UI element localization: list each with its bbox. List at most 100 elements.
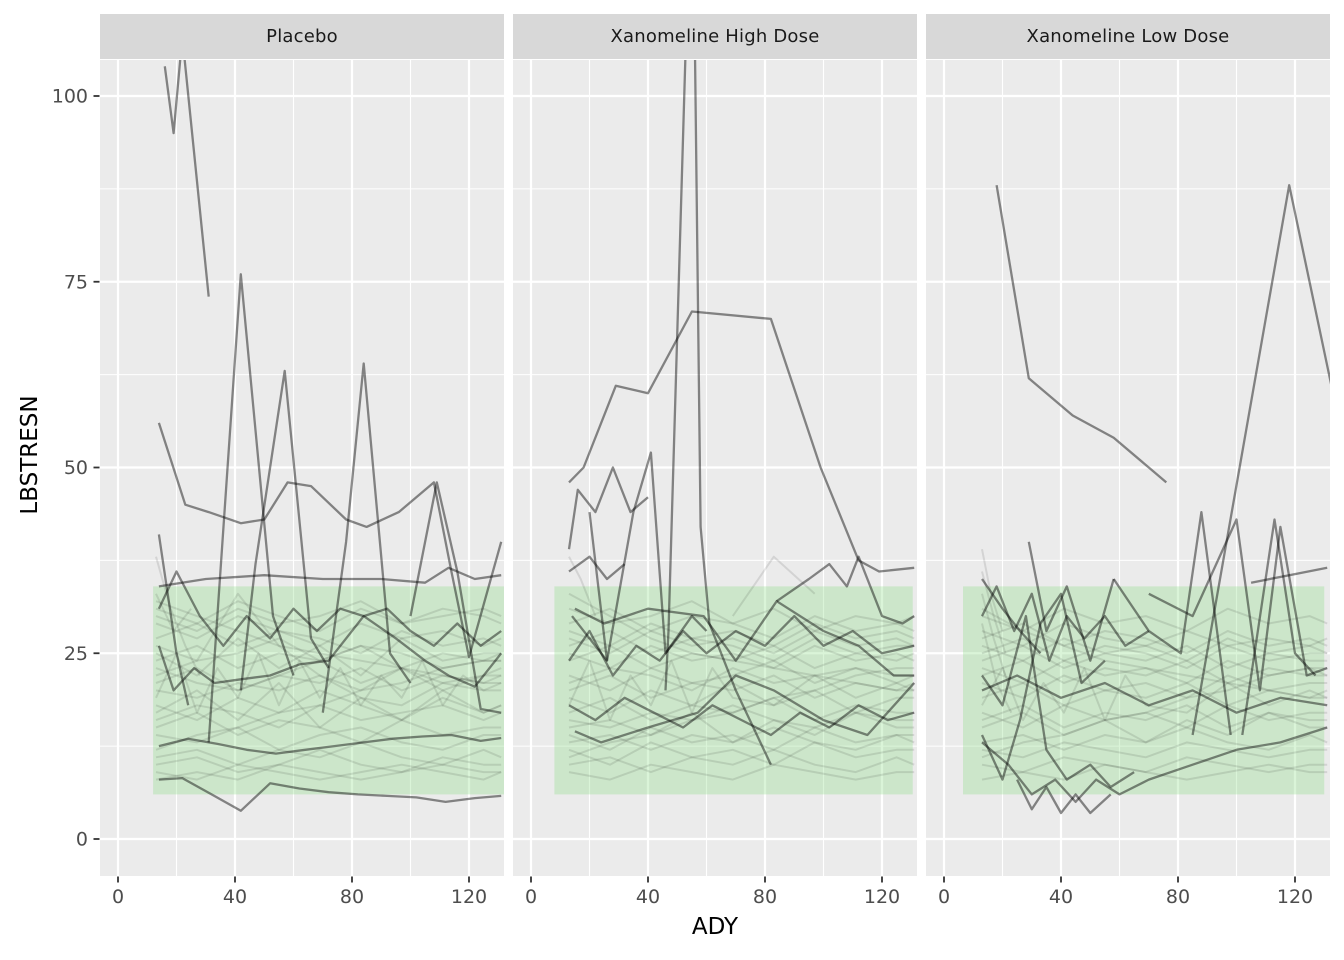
subject-line-faint (155, 682, 502, 729)
subject-line-faint (568, 630, 915, 655)
subject-line-faint (568, 630, 915, 662)
x-tick-label: 120 (1277, 886, 1313, 908)
subject-line-faint (155, 600, 502, 684)
subject-line-faint (568, 592, 915, 692)
y-tick-label: 75 (64, 271, 88, 293)
subject-line-dark (568, 555, 626, 581)
subject-line-faint (568, 674, 915, 699)
subject-line-faint (568, 741, 915, 766)
subject-line-dark (1241, 518, 1317, 736)
subject-line-dark (158, 776, 502, 812)
subject-line-faint (155, 592, 502, 692)
subject-line-dark (981, 674, 1328, 714)
facet-strip-label: Xanomeline Low Dose (1026, 26, 1230, 47)
subject-line-dark (588, 511, 609, 661)
subject-line-faint (568, 659, 915, 692)
x-tick-label: 80 (753, 886, 777, 908)
y-tick-label: 50 (64, 457, 88, 479)
subject-line-dark (980, 585, 1150, 662)
subject-line-faint (981, 682, 1328, 707)
subject-line-faint (981, 549, 1004, 632)
subject-line-faint (568, 711, 915, 744)
subject-line-faint (155, 659, 502, 692)
subject-line-faint (155, 748, 502, 774)
subject-line-faint (731, 555, 816, 617)
subject-line-faint (981, 644, 1328, 670)
subject-line-faint (568, 622, 915, 647)
subject-line-faint (981, 637, 1328, 662)
subject-line-faint (568, 763, 915, 781)
facet-strip-placebo: Placebo (100, 14, 504, 59)
x-tick-label: 0 (938, 886, 950, 908)
subject-line-faint (568, 726, 915, 751)
x-tick-label: 80 (340, 886, 364, 908)
panel-0 (100, 60, 504, 876)
subject-line-dark (567, 466, 649, 550)
subject-line-faint (981, 741, 1328, 759)
subject-line-dark (157, 614, 503, 692)
subject-line-faint (981, 607, 1328, 699)
subject-line-faint (568, 696, 915, 722)
subject-line-dark (981, 726, 1328, 804)
subject-line-faint (155, 741, 502, 766)
subject-line-faint (981, 571, 1007, 654)
subject-line-faint (981, 637, 1328, 670)
x-tick-label: 120 (451, 886, 487, 908)
subject-line-faint (981, 667, 1328, 759)
x-tick-label: 0 (112, 886, 124, 908)
subject-line-faint (568, 644, 915, 670)
subject-line-faint (155, 637, 502, 670)
subject-line-dark (409, 481, 502, 714)
subject-line-faint (155, 674, 502, 707)
subject-line-faint (568, 644, 915, 670)
panel-2 (926, 60, 1330, 876)
subject-line-faint (155, 622, 502, 655)
subject-line-dark (1027, 541, 1115, 662)
subject-line-faint (155, 615, 502, 647)
subject-line-faint (155, 689, 502, 722)
subject-line-faint (155, 556, 201, 676)
subject-line-dark (1016, 779, 1112, 815)
subject-line-dark (1250, 566, 1328, 584)
subject-line-dark (571, 451, 708, 662)
facet-strip-label: Placebo (266, 26, 338, 47)
subject-line-dark (239, 369, 330, 691)
subject-line-dark (568, 614, 915, 677)
subject-line-faint (981, 593, 1007, 676)
y-tick-label: 100 (52, 86, 88, 108)
subject-line-dark (574, 674, 916, 744)
subject-line-faint (155, 763, 502, 781)
subject-line-dark (568, 310, 915, 573)
panel-1 (513, 60, 917, 876)
x-tick-label: 40 (1049, 886, 1073, 908)
subject-line-dark (1191, 184, 1330, 736)
subject-line-faint (981, 674, 1328, 699)
x-axis-title: ADY (691, 914, 739, 940)
facet-strip-xanomeline-low-dose: Xanomeline Low Dose (926, 14, 1330, 59)
reference-band (963, 586, 1325, 795)
y-axis-title: LBSTRESN (17, 395, 43, 515)
x-tick-label: 120 (864, 886, 900, 908)
subject-line-dark (981, 614, 1135, 789)
subject-line-dark (995, 185, 1168, 484)
subject-line-faint (155, 726, 502, 751)
subject-line-faint (568, 704, 915, 729)
subject-line-dark (158, 733, 502, 755)
subject-line-faint (155, 667, 502, 692)
subject-line-faint (568, 726, 915, 751)
subject-line-dark (776, 555, 915, 625)
x-tick-label: 40 (223, 886, 247, 908)
subject-line-faint (155, 704, 502, 729)
subject-line-faint (568, 600, 915, 632)
subject-line-faint (568, 667, 915, 759)
subject-line-faint (568, 556, 597, 617)
subject-line-faint (568, 659, 915, 722)
subject-line-faint (981, 659, 1328, 684)
subject-line-dark (574, 600, 915, 677)
subject-line-faint (981, 607, 1328, 632)
x-tick-label: 40 (636, 886, 660, 908)
subject-line-dark (981, 578, 1042, 655)
subject-line-faint (155, 659, 502, 751)
